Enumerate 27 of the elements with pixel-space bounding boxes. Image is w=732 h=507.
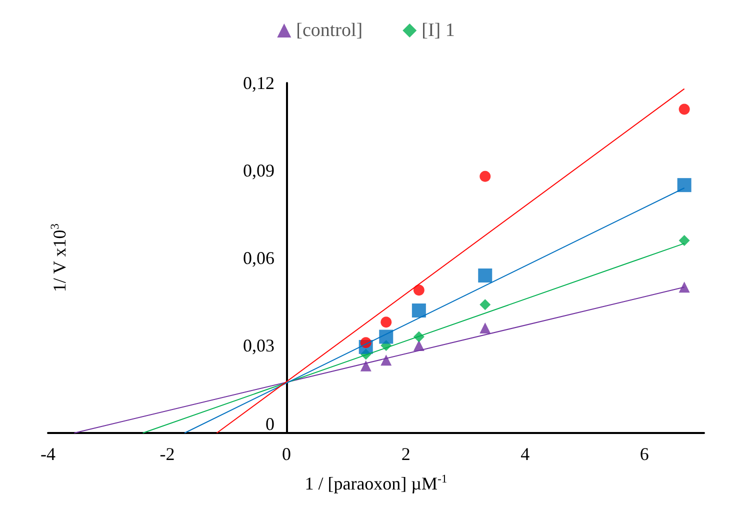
x-tick-label: -2 xyxy=(160,444,175,464)
y-tick-label: 0,12 xyxy=(243,73,275,93)
point xyxy=(480,322,491,334)
point xyxy=(379,330,394,344)
point xyxy=(480,170,491,182)
point xyxy=(413,284,424,296)
point xyxy=(380,316,392,328)
legend-label: [control] xyxy=(296,20,363,41)
x-tick-label: 2 xyxy=(401,444,410,464)
point xyxy=(678,104,690,115)
point xyxy=(678,282,690,293)
point xyxy=(678,235,690,246)
y-axis-title: 1/ V x103 xyxy=(48,223,70,292)
x-tick-label: 0 xyxy=(282,444,292,464)
point xyxy=(480,299,491,310)
point xyxy=(677,178,692,192)
y-tick-label: 0,06 xyxy=(243,248,275,268)
x-tick-label: 4 xyxy=(520,444,530,464)
y-tick-label: 0,09 xyxy=(243,160,275,180)
point xyxy=(412,304,426,318)
x-tick-label: -4 xyxy=(40,444,56,464)
legend-label: [I] 1 xyxy=(422,20,455,41)
x-tick-label: 6 xyxy=(640,444,649,464)
point xyxy=(360,360,372,372)
y-tick-label: 0,03 xyxy=(243,336,275,356)
y-tick-label: 0 xyxy=(266,414,275,434)
point xyxy=(478,268,492,282)
